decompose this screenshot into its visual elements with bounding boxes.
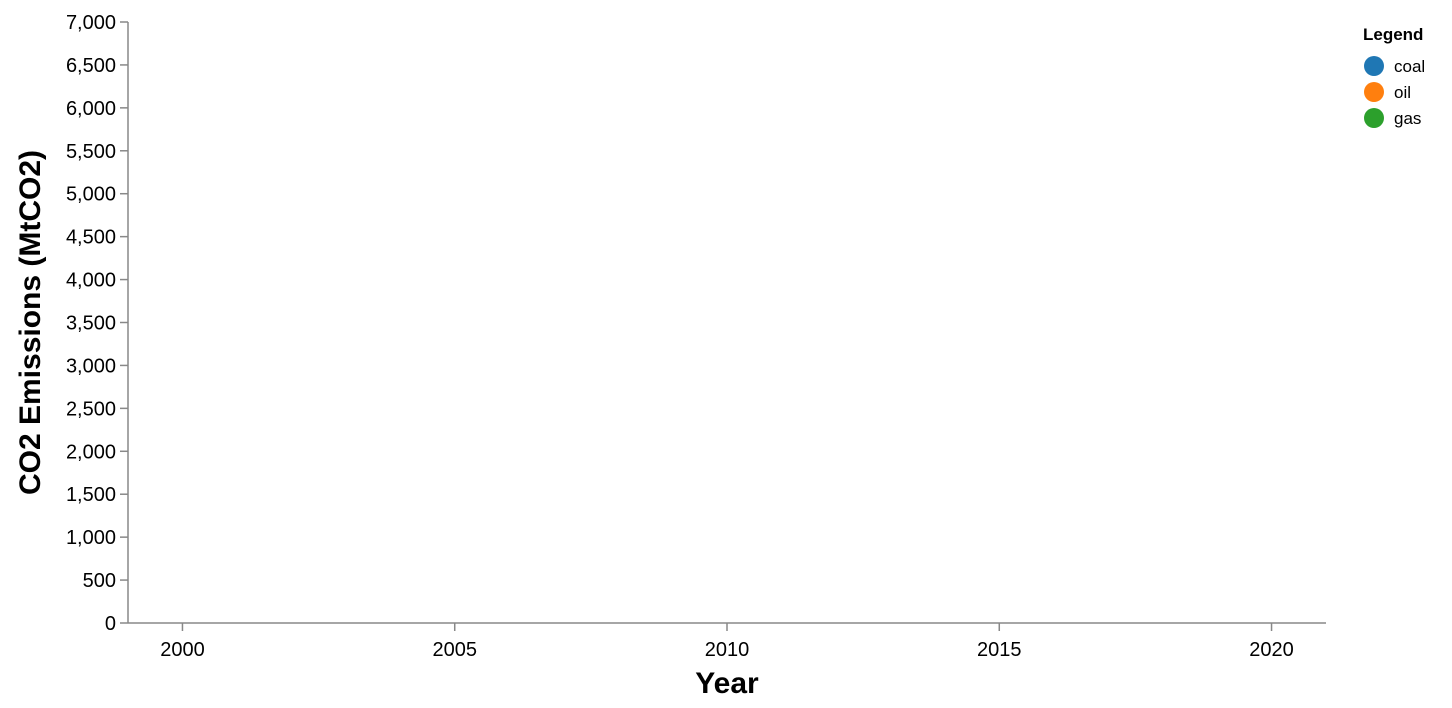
legend-swatch-coal [1364,56,1384,76]
legend-label-coal: coal [1394,57,1425,76]
x-tick-label: 2005 [432,639,477,661]
legend-swatch-gas [1364,108,1384,128]
y-tick-label: 0 [105,613,116,635]
legend: Legend coal oil gas [1363,25,1425,128]
x-axis-title: Year [695,667,759,700]
legend-label-gas: gas [1394,109,1421,128]
y-tick-label: 5,000 [66,184,116,206]
y-tick-label: 4,000 [66,270,116,292]
y-tick-label: 6,000 [66,98,116,120]
y-tick-label: 500 [83,570,116,592]
x-tick-label: 2010 [705,639,750,661]
x-tick-label: 2020 [1249,639,1294,661]
y-axis: 0 500 1,000 1,500 2,000 2,500 3,000 3,500 4,000 4… [66,12,129,635]
y-tick-label: 7,000 [66,12,116,34]
y-tick-label: 3,500 [66,313,116,335]
x-tick-label: 2015 [977,639,1022,661]
legend-title: Legend [1363,25,1423,44]
y-tick-label: 1,000 [66,527,116,549]
y-tick-label: 5,500 [66,141,116,163]
y-tick-label: 2,000 [66,441,116,463]
legend-swatch-oil [1364,82,1384,102]
y-axis-title: CO2 Emissions (MtCO2) [14,150,47,495]
y-tick-label: 4,500 [66,227,116,249]
x-axis: 2000 2005 2010 2015 2020 [128,622,1326,661]
x-tick-label: 2000 [160,639,205,661]
y-tick-label: 6,500 [66,55,116,77]
y-tick-label: 3,000 [66,355,116,377]
legend-label-oil: oil [1394,83,1411,102]
y-tick-label: 2,500 [66,398,116,420]
y-tick-label: 1,500 [66,484,116,506]
